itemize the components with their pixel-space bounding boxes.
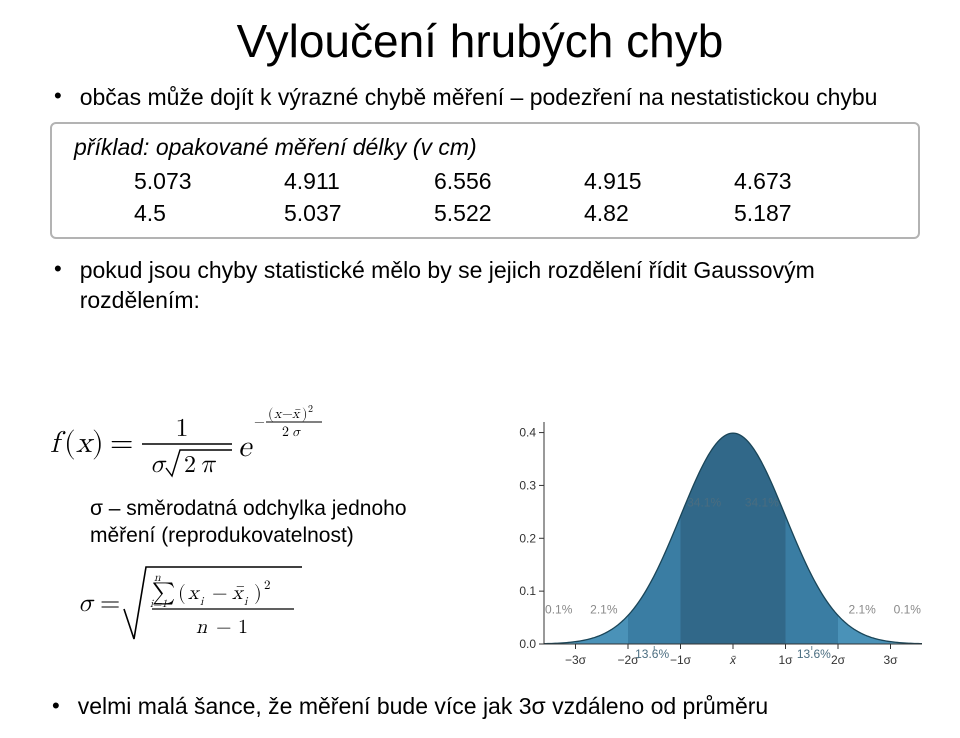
svg-text:2: 2 <box>184 453 196 477</box>
bullet-conclusion: velmi malá šance, že měření bude více ja… <box>52 693 768 720</box>
svg-text:(: ( <box>64 428 76 460</box>
bullet-conclusion-text: velmi malá šance, že měření bude více ja… <box>78 693 768 720</box>
svg-text:0.4: 0.4 <box>519 426 536 440</box>
svg-text:): ) <box>302 407 307 422</box>
val: 4.915 <box>584 165 734 197</box>
bullet-intro-text: občas může dojít k výrazné chybě měření … <box>80 82 878 112</box>
svg-text:2.1%: 2.1% <box>848 603 876 617</box>
svg-text:1: 1 <box>238 617 248 637</box>
val: 5.037 <box>284 197 434 229</box>
svg-text:e: e <box>238 432 254 462</box>
svg-text:σ: σ <box>292 425 301 439</box>
svg-text:n: n <box>196 617 207 637</box>
val: 5.522 <box>434 197 584 229</box>
content-area: občas může dojít k výrazné chybě měření … <box>0 82 960 315</box>
svg-text:i=1: i=1 <box>150 599 168 610</box>
svg-text:1: 1 <box>175 416 188 442</box>
svg-text:π: π <box>200 452 217 478</box>
example-row-1: 5.073 4.911 6.556 4.915 4.673 <box>74 165 896 197</box>
svg-text:σ: σ <box>150 452 167 478</box>
bullet-gaussian: pokud jsou chyby statistické mělo by se … <box>50 255 920 315</box>
svg-text:i: i <box>244 596 249 608</box>
svg-text:x̄: x̄ <box>729 653 737 667</box>
svg-text:2: 2 <box>282 425 289 439</box>
val: 4.5 <box>134 197 284 229</box>
svg-text:2.1%: 2.1% <box>590 603 618 617</box>
example-row-2: 4.5 5.037 5.522 4.82 5.187 <box>74 197 896 229</box>
svg-text:i: i <box>200 596 205 608</box>
svg-text:−: − <box>254 415 265 429</box>
gaussian-chart: 0.00.10.20.30.4−3σ−2σ−1σx̄1σ2σ3σ0.1%2.1%… <box>502 414 932 672</box>
formula-area: f ( x ) = 1 σ 2 π e − ( x − x̄ ) 2 2 σ σ… <box>50 404 480 654</box>
bullet-intro: občas může dojít k výrazné chybě měření … <box>50 82 920 112</box>
svg-text:0.0: 0.0 <box>519 637 536 651</box>
svg-text:−: − <box>216 617 232 637</box>
svg-text:0.1%: 0.1% <box>545 603 573 617</box>
svg-text:=: = <box>110 428 133 458</box>
svg-text:−1σ: −1σ <box>670 653 692 667</box>
svg-text:x̄: x̄ <box>292 407 301 421</box>
val: 5.187 <box>734 197 884 229</box>
formula-pdf: f ( x ) = 1 σ 2 π e − ( x − x̄ ) 2 2 σ <box>50 404 380 484</box>
svg-text:34.1%: 34.1% <box>745 496 779 510</box>
svg-text:−3σ: −3σ <box>565 653 587 667</box>
example-box: příklad: opakované měření délky (v cm) 5… <box>50 122 920 239</box>
svg-text:2: 2 <box>264 579 271 592</box>
svg-text:): ) <box>254 583 262 604</box>
svg-text:−: − <box>212 583 228 603</box>
svg-text:3σ: 3σ <box>883 653 898 667</box>
svg-text:=: = <box>100 591 120 617</box>
svg-text:): ) <box>92 428 104 460</box>
svg-text:13.6%: 13.6% <box>635 647 669 661</box>
svg-text:0.1%: 0.1% <box>894 603 922 617</box>
val: 5.073 <box>134 165 284 197</box>
page-title: Vyloučení hrubých chyb <box>0 14 960 68</box>
val: 6.556 <box>434 165 584 197</box>
svg-text:34.1%: 34.1% <box>687 496 721 510</box>
val: 4.911 <box>284 165 434 197</box>
svg-text:0.1: 0.1 <box>519 584 536 598</box>
sigma-line1: σ – směrodatná odchylka jednoho <box>90 497 407 520</box>
svg-text:(: ( <box>178 583 186 604</box>
svg-text:(: ( <box>268 407 273 422</box>
formula-sigma: σ = n ∑ i=1 ( x i − x̄ i ) 2 n − 1 <box>78 559 318 649</box>
svg-text:13.6%: 13.6% <box>797 647 831 661</box>
val: 4.82 <box>584 197 734 229</box>
svg-text:0.3: 0.3 <box>519 478 536 492</box>
example-label: příklad: opakované měření délky (v cm) <box>74 134 896 161</box>
svg-text:0.2: 0.2 <box>519 531 536 545</box>
svg-text:σ: σ <box>78 591 95 617</box>
bullet-gaussian-text: pokud jsou chyby statistické mělo by se … <box>80 255 920 315</box>
sigma-description: σ – směrodatná odchylka jednoho měření (… <box>90 495 480 549</box>
svg-text:2: 2 <box>308 404 313 414</box>
svg-text:2σ: 2σ <box>831 653 846 667</box>
sigma-line2: měření (reprodukovatelnost) <box>90 524 354 547</box>
val: 4.673 <box>734 165 884 197</box>
svg-text:1σ: 1σ <box>778 653 793 667</box>
